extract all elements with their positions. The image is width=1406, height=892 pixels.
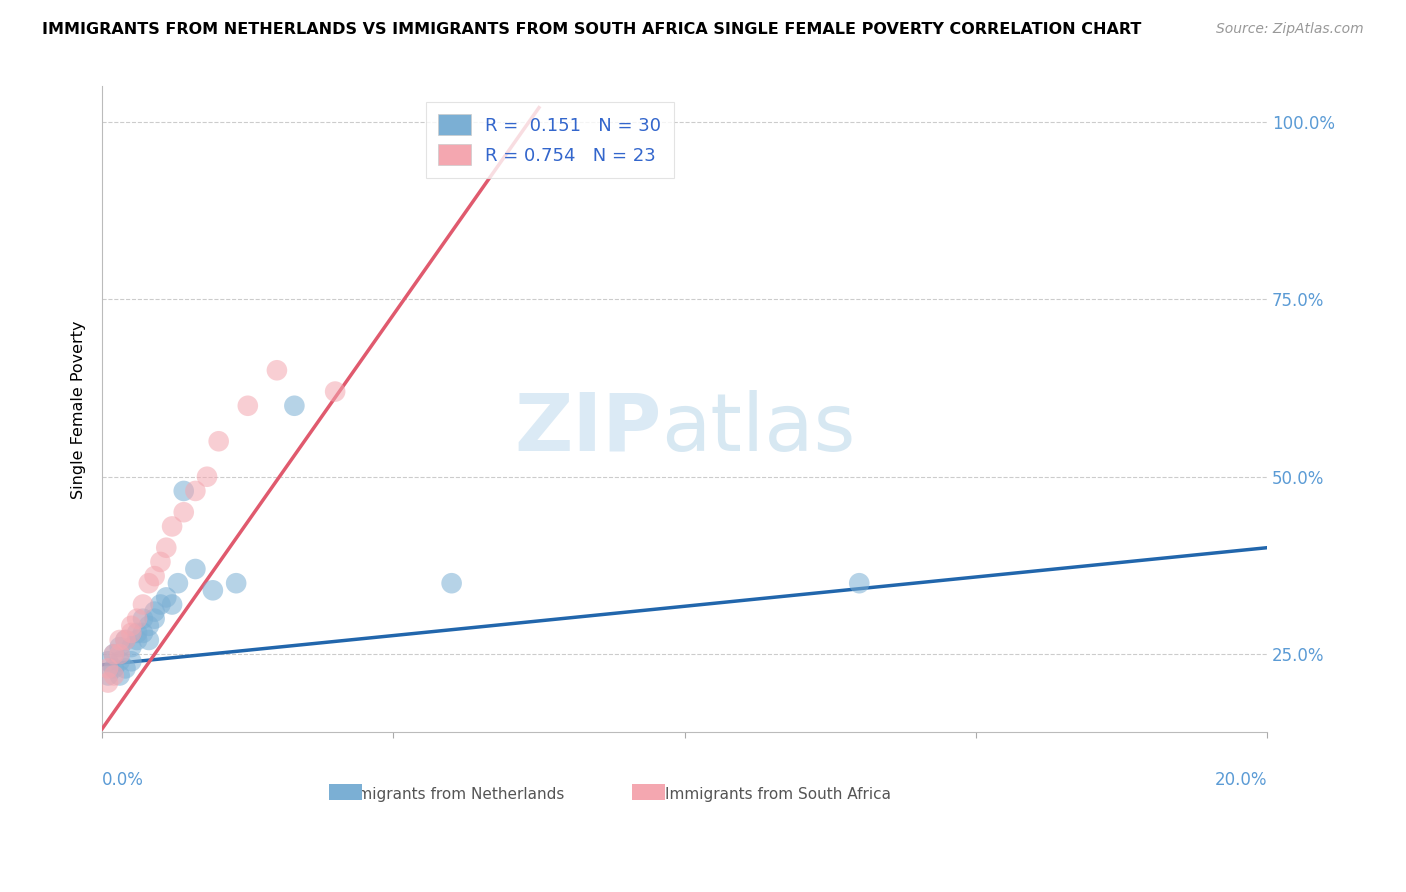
Point (114, 661, 136, 675)
Point (108, 668, 131, 682)
Point (127, 612, 149, 626)
Point (103, 647, 125, 661)
Point (97, 668, 120, 682)
Point (167, 576, 190, 591)
Point (114, 632, 136, 647)
Point (149, 598, 172, 612)
Point (120, 626, 142, 640)
Point (108, 647, 131, 661)
Point (97, 661, 120, 675)
Point (143, 569, 166, 583)
Point (138, 619, 160, 633)
Point (173, 483, 195, 498)
Point (195, 469, 218, 483)
Point (103, 661, 125, 675)
Point (138, 576, 160, 591)
Text: 20.0%: 20.0% (1215, 771, 1267, 789)
Point (103, 647, 125, 661)
Point (440, 576, 463, 591)
Point (143, 612, 166, 626)
Text: Source: ZipAtlas.com: Source: ZipAtlas.com (1216, 22, 1364, 37)
Point (132, 598, 155, 612)
Point (108, 654, 131, 668)
Point (225, 576, 247, 591)
Point (283, 399, 305, 413)
Point (103, 668, 125, 682)
Y-axis label: Single Female Poverty: Single Female Poverty (72, 320, 86, 499)
FancyBboxPatch shape (633, 784, 665, 800)
Text: 0.0%: 0.0% (103, 771, 143, 789)
Point (97, 654, 120, 668)
Point (323, 384, 346, 399)
Point (155, 541, 177, 555)
Point (160, 519, 183, 533)
Point (173, 505, 195, 519)
Point (138, 632, 160, 647)
Point (266, 363, 288, 377)
FancyBboxPatch shape (329, 784, 361, 800)
Text: IMMIGRANTS FROM NETHERLANDS VS IMMIGRANTS FROM SOUTH AFRICA SINGLE FEMALE POVERT: IMMIGRANTS FROM NETHERLANDS VS IMMIGRANT… (42, 22, 1142, 37)
Point (143, 605, 166, 619)
Point (108, 632, 131, 647)
Point (127, 632, 149, 647)
Point (132, 612, 155, 626)
Point (132, 626, 155, 640)
Point (184, 562, 207, 576)
Text: Immigrants from South Africa: Immigrants from South Africa (665, 787, 891, 802)
Point (149, 555, 172, 569)
Point (127, 626, 149, 640)
Text: ZIP: ZIP (515, 390, 661, 467)
Point (114, 632, 136, 647)
Point (97, 675, 120, 690)
Point (120, 654, 142, 668)
Point (120, 619, 142, 633)
Point (236, 399, 259, 413)
Point (160, 598, 183, 612)
Point (201, 583, 224, 598)
Legend: R =  0.151   N = 30, R = 0.754   N = 23: R = 0.151 N = 30, R = 0.754 N = 23 (426, 102, 673, 178)
Point (120, 640, 142, 654)
Point (155, 591, 177, 605)
Text: atlas: atlas (661, 390, 856, 467)
Point (184, 483, 207, 498)
Text: Immigrants from Netherlands: Immigrants from Netherlands (339, 787, 565, 802)
Point (108, 640, 131, 654)
Point (208, 434, 231, 449)
Point (848, 576, 870, 591)
